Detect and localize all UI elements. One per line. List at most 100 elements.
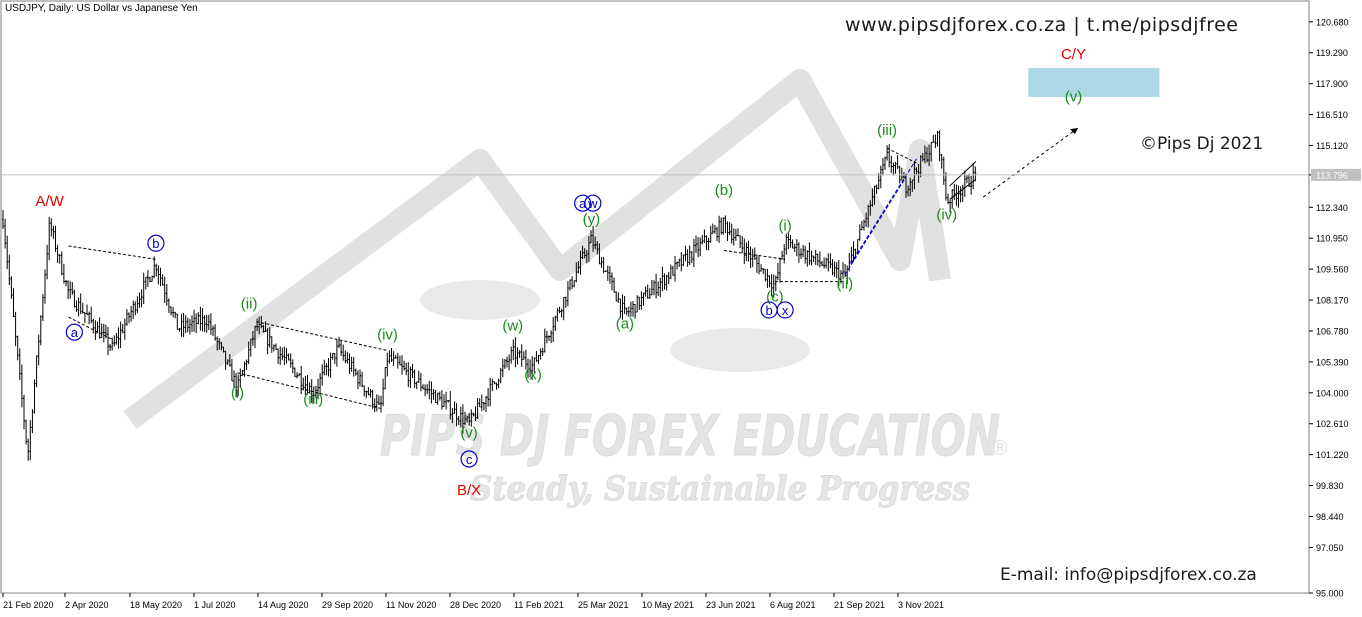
price-bar: [865, 212, 868, 227]
svg-text:110.950: 110.950: [1316, 234, 1348, 244]
price-bar: [728, 222, 731, 236]
price-bar: [485, 395, 487, 412]
email-text[interactable]: E-mail: info@pipsdjforex.co.za: [1000, 565, 1257, 585]
price-bar: [625, 307, 628, 316]
price-bar: [54, 225, 57, 253]
price-bar: [690, 251, 693, 264]
price-bar: [218, 338, 221, 350]
price-bar: [915, 167, 918, 175]
price-bar: [638, 296, 641, 310]
price-bar: [617, 292, 620, 303]
price-bar: [619, 298, 622, 319]
copyright-text: ©Pips Dj 2021: [1140, 134, 1264, 154]
price-bar: [163, 276, 166, 304]
price-bar: [545, 331, 548, 344]
price-bar: [302, 377, 305, 391]
price-bar: [348, 353, 351, 375]
price-bar: [863, 219, 865, 231]
price-bar: [275, 343, 277, 350]
price-bar: [944, 172, 947, 201]
price-bar: [751, 248, 754, 267]
price-bar: [4, 218, 7, 249]
x-tick: 11 Nov 2020: [385, 593, 436, 610]
svg-text:98.440: 98.440: [1316, 512, 1344, 522]
price-bar: [262, 324, 265, 333]
svg-text:(iii): (iii): [877, 122, 897, 139]
price-bar: [419, 372, 422, 392]
price-bar: [365, 390, 368, 399]
svg-text:102.610: 102.610: [1316, 419, 1349, 429]
price-bar: [961, 184, 964, 202]
price-bar: [596, 241, 599, 255]
price-bar: [598, 243, 601, 265]
price-bar: [405, 362, 408, 376]
trendline: [886, 147, 918, 165]
price-bar: [390, 348, 393, 362]
price-bar: [564, 296, 567, 308]
wave-label: w: [584, 194, 602, 212]
price-bar: [363, 385, 366, 397]
price-bar: [821, 260, 823, 267]
svg-text:2 Apr 2020: 2 Apr 2020: [65, 600, 109, 610]
price-bar: [107, 326, 109, 356]
price-bar: [592, 225, 595, 252]
price-bar: [860, 220, 863, 231]
svg-text:29 Sep 2020: 29 Sep 2020: [322, 600, 373, 610]
price-bar: [917, 163, 920, 183]
svg-text:(y): (y): [583, 211, 601, 228]
price-bar: [470, 409, 473, 427]
price-bar: [749, 246, 752, 269]
price-bar: [569, 279, 571, 291]
price-bar: [680, 252, 683, 272]
svg-text:117.900: 117.900: [1316, 79, 1348, 89]
price-bar: [965, 174, 968, 184]
price-bar: [480, 394, 483, 412]
price-bar: [455, 403, 458, 427]
wave-label: A/W: [35, 193, 64, 210]
price-bar: [254, 325, 256, 349]
price-bar: [732, 228, 735, 246]
price-bar: [692, 238, 695, 268]
y-tick: 105.390: [1309, 357, 1349, 367]
price-bar: [403, 360, 406, 371]
price-bar: [220, 341, 223, 351]
price-bar: [642, 292, 645, 306]
price-bar: [396, 352, 399, 369]
price-bar: [518, 350, 521, 358]
price-bar: [39, 315, 42, 346]
price-bar: [913, 162, 916, 190]
header-links[interactable]: www.pipsdjforex.co.za | t.me/pipsdjfree: [845, 14, 1239, 36]
price-bar: [812, 255, 815, 263]
arrow-head: [1069, 128, 1078, 135]
price-bar: [535, 351, 538, 362]
price-bar: [81, 302, 84, 314]
price-bar: [128, 312, 130, 324]
price-bar: [816, 253, 819, 266]
price-bar: [739, 235, 742, 248]
price-bar: [224, 350, 227, 370]
price-bar: [615, 291, 618, 302]
price-bar: [56, 244, 59, 264]
price-bar: [867, 204, 870, 228]
price-bar: [2, 210, 4, 229]
price-bar: [62, 263, 65, 284]
price-bar: [621, 294, 624, 320]
price-bar: [608, 266, 611, 284]
price-bar: [188, 318, 191, 335]
price-bar: [195, 313, 198, 334]
trendline: [949, 161, 977, 187]
svg-text:(iv): (iv): [377, 326, 398, 343]
price-bar: [377, 395, 380, 405]
wave-label: (i): [778, 217, 791, 234]
price-bar: [197, 312, 200, 325]
wave-label: (iii): [303, 391, 323, 408]
price-bar: [98, 317, 101, 339]
price-bar: [92, 318, 95, 334]
price-bar: [214, 324, 217, 341]
x-tick: 3 Nov 2021: [897, 593, 944, 610]
price-bars: [2, 130, 977, 461]
price-bar: [333, 352, 336, 364]
price-bar: [90, 306, 93, 324]
price-bar: [554, 315, 557, 331]
